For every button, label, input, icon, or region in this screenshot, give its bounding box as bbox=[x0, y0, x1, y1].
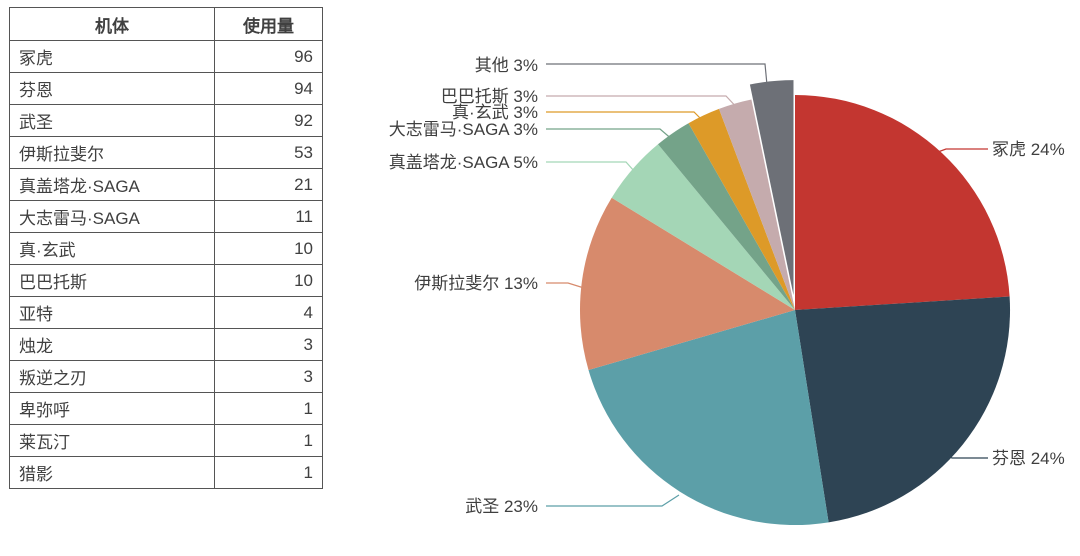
usage-value-cell: 53 bbox=[214, 136, 323, 169]
unit-name-cell: 猎影 bbox=[9, 456, 215, 489]
pie-leader-lines bbox=[546, 63, 988, 507]
leader-line-6 bbox=[546, 111, 705, 123]
usage-value-cell: 92 bbox=[214, 104, 323, 137]
usage-value-cell: 21 bbox=[214, 168, 323, 201]
usage-table-body: 冢虎 96 芬恩 94 武圣 92 伊斯拉斐尔 53 真盖塔龙·SAGA 21 大志雷马·SAGA 1… bbox=[9, 40, 323, 489]
pie-slice-2 bbox=[588, 310, 829, 526]
pie-label-2: 武圣 23% bbox=[465, 497, 538, 516]
pie-label-3: 伊斯拉斐尔 13% bbox=[414, 274, 538, 293]
pie-label-5: 大志雷马·SAGA 3% bbox=[389, 120, 538, 139]
pie-label-6: 真·玄武 3% bbox=[452, 103, 538, 122]
pie-label-7: 巴巴托斯 3% bbox=[441, 87, 538, 106]
table-row: 烛龙 3 bbox=[9, 328, 323, 361]
pie-label-1: 芬恩 24% bbox=[992, 449, 1065, 468]
usage-value-cell: 1 bbox=[214, 424, 323, 457]
unit-name-cell: 冢虎 bbox=[9, 40, 215, 73]
pie-label-4: 真盖塔龙·SAGA 5% bbox=[389, 153, 538, 172]
unit-name-cell: 亚特 bbox=[9, 296, 215, 329]
leader-line-5 bbox=[546, 128, 675, 142]
header-row: 机体 使用量 bbox=[9, 7, 323, 41]
table-row: 亚特 4 bbox=[9, 296, 323, 329]
leader-line-8 bbox=[546, 63, 768, 86]
unit-name-cell: 真盖塔龙·SAGA bbox=[9, 168, 215, 201]
table-row: 卑弥呼 1 bbox=[9, 392, 323, 425]
usage-value-cell: 10 bbox=[214, 232, 323, 265]
table-row: 莱瓦汀 1 bbox=[9, 424, 323, 457]
leader-line-7 bbox=[546, 95, 742, 113]
pie-slice-6 bbox=[688, 108, 795, 311]
pie-slice-7 bbox=[719, 99, 795, 310]
pie-label-0: 冢虎 24% bbox=[992, 140, 1065, 159]
table-row: 冢虎 96 bbox=[9, 40, 323, 73]
table-row: 真盖塔龙·SAGA 21 bbox=[9, 168, 323, 201]
table-row: 大志雷马·SAGA 11 bbox=[9, 200, 323, 233]
usage-value-cell: 1 bbox=[214, 456, 323, 489]
unit-name-cell: 真·玄武 bbox=[9, 232, 215, 265]
unit-name-cell: 卑弥呼 bbox=[9, 392, 215, 425]
unit-name-cell: 伊斯拉斐尔 bbox=[9, 136, 215, 169]
usage-value-cell: 3 bbox=[214, 328, 323, 361]
pie-slice-8 bbox=[749, 80, 794, 296]
usage-table: 机体 使用量 冢虎 96 芬恩 94 武圣 92 伊斯拉斐尔 53 真盖塔龙·SAGA 21 大志雷… bbox=[9, 7, 323, 489]
usage-value-cell: 3 bbox=[214, 360, 323, 393]
usage-table-header: 机体 使用量 bbox=[9, 7, 323, 41]
usage-value-cell: 4 bbox=[214, 296, 323, 329]
col-header-usage: 使用量 bbox=[214, 7, 323, 41]
usage-value-cell: 10 bbox=[214, 264, 323, 297]
col-header-unit: 机体 bbox=[9, 7, 215, 41]
pie-chart: 冢虎 24% 芬恩 24% 武圣 23% 伊斯拉斐尔 13% 真盖塔龙·SAGA 5% 大… bbox=[389, 56, 1065, 526]
unit-name-cell: 巴巴托斯 bbox=[9, 264, 215, 297]
table-row: 芬恩 94 bbox=[9, 72, 323, 105]
table-row: 真·玄武 10 bbox=[9, 232, 323, 265]
leader-line-3 bbox=[546, 282, 585, 289]
usage-value-cell: 1 bbox=[214, 392, 323, 425]
unit-name-cell: 烛龙 bbox=[9, 328, 215, 361]
usage-value-cell: 94 bbox=[214, 72, 323, 105]
pie-slice-5 bbox=[658, 123, 795, 310]
pie-slice-0 bbox=[795, 95, 1010, 310]
pie-slice-1 bbox=[795, 296, 1011, 523]
table-row: 叛逆之刃 3 bbox=[9, 360, 323, 393]
unit-name-cell: 莱瓦汀 bbox=[9, 424, 215, 457]
unit-name-cell: 芬恩 bbox=[9, 72, 215, 105]
table-row: 猎影 1 bbox=[9, 456, 323, 489]
usage-value-cell: 11 bbox=[214, 200, 323, 233]
unit-name-cell: 大志雷马·SAGA bbox=[9, 200, 215, 233]
pie-slice-4 bbox=[611, 144, 795, 310]
unit-name-cell: 叛逆之刃 bbox=[9, 360, 215, 393]
unit-name-cell: 武圣 bbox=[9, 104, 215, 137]
pie-slices bbox=[579, 80, 1011, 526]
table-row: 伊斯拉斐尔 53 bbox=[9, 136, 323, 169]
table-row: 武圣 92 bbox=[9, 104, 323, 137]
usage-value-cell: 96 bbox=[214, 40, 323, 73]
leader-line-2 bbox=[546, 494, 680, 507]
pie-labels: 冢虎 24% 芬恩 24% 武圣 23% 伊斯拉斐尔 13% 真盖塔龙·SAGA 5% 大… bbox=[389, 56, 1065, 516]
pie-label-8: 其他 3% bbox=[475, 56, 538, 75]
pie-slice-3 bbox=[579, 197, 795, 370]
table-row: 巴巴托斯 10 bbox=[9, 264, 323, 297]
usage-table-container: 机体 使用量 冢虎 96 芬恩 94 武圣 92 伊斯拉斐尔 53 真盖塔龙·SAGA 21 大志雷… bbox=[9, 7, 323, 489]
